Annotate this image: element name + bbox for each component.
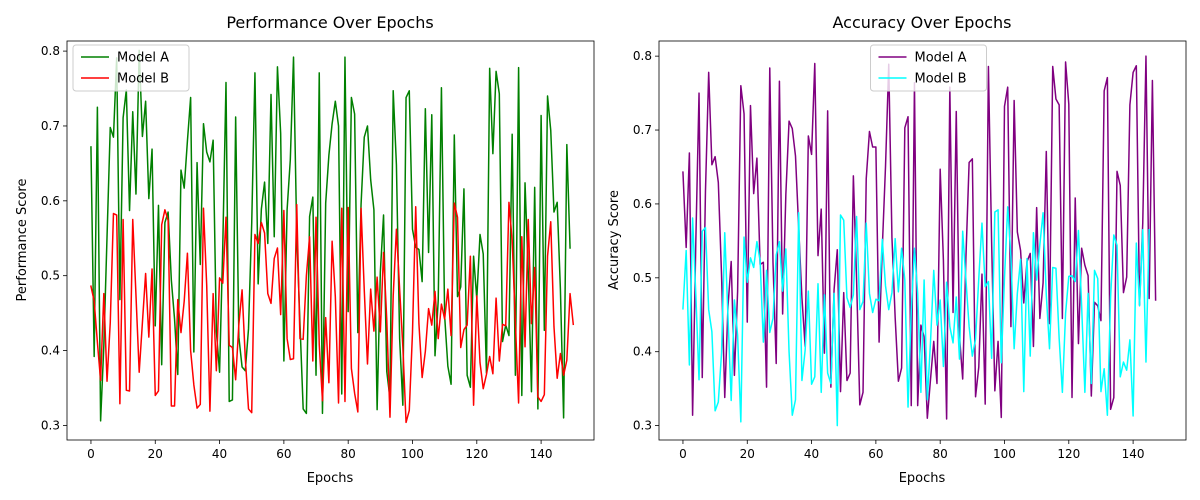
y-tick-label: 0.7 bbox=[41, 119, 60, 133]
x-tick-label: 0 bbox=[87, 447, 95, 461]
series-line-model-b bbox=[90, 201, 575, 424]
x-tick-label: 40 bbox=[804, 447, 819, 461]
chart-title: Performance Over Epochs bbox=[226, 13, 433, 32]
y-axis-label: Performance Score bbox=[15, 179, 30, 302]
x-tick-label: 20 bbox=[740, 447, 755, 461]
axes-frame bbox=[658, 40, 1187, 441]
y-tick-label: 0.4 bbox=[633, 345, 652, 359]
y-tick-label: 0.8 bbox=[633, 49, 652, 63]
series-lines bbox=[90, 49, 575, 424]
y-tick-label: 0.5 bbox=[633, 271, 652, 285]
x-tick-label: 60 bbox=[276, 447, 291, 461]
x-tick-label: 120 bbox=[465, 447, 488, 461]
y-tick-label: 0.5 bbox=[41, 269, 60, 283]
series-line-model-b bbox=[682, 206, 1150, 427]
x-tick-label: 0 bbox=[679, 447, 687, 461]
axes-frame bbox=[66, 40, 595, 441]
x-tick-label: 80 bbox=[341, 447, 356, 461]
x-tick-label: 40 bbox=[212, 447, 227, 461]
plot-area: 0 20 40 60 80 100 120 140 0.3 0.4 0.5 0.6 0.7 0.8 Mode… bbox=[41, 40, 595, 461]
performance-chart: Performance Over Epochs 0 20 40 60 80 100 120 1… bbox=[15, 13, 595, 486]
y-tick-label: 0.7 bbox=[633, 123, 652, 137]
legend-entry: Model B bbox=[117, 72, 169, 87]
series-line-model-a bbox=[90, 49, 571, 422]
y-axis-label: Accuracy Score bbox=[607, 190, 622, 290]
y-tick-label: 0.6 bbox=[633, 197, 652, 211]
x-axis-label: Epochs bbox=[899, 471, 946, 486]
plot-area: 0 20 40 60 80 100 120 140 0.3 0.4 0.5 0.6 0.7 0.8 Mode… bbox=[633, 40, 1187, 461]
x-tick-label: 100 bbox=[993, 447, 1016, 461]
x-tick-label: 80 bbox=[933, 447, 948, 461]
x-tick-label: 100 bbox=[401, 447, 424, 461]
x-tick-label: 60 bbox=[868, 447, 883, 461]
chart-title: Accuracy Over Epochs bbox=[832, 13, 1011, 32]
y-tick-label: 0.8 bbox=[41, 44, 60, 58]
accuracy-chart: Accuracy Over Epochs 0 20 40 60 80 100 120 1400… bbox=[607, 13, 1187, 486]
x-tick-label: 120 bbox=[1057, 447, 1080, 461]
legend-entry: Model A bbox=[915, 51, 967, 66]
y-tick-label: 0.3 bbox=[633, 419, 652, 433]
y-tick-label: 0.3 bbox=[41, 418, 60, 432]
y-tick-label: 0.4 bbox=[41, 344, 60, 358]
legend-entry: Model A bbox=[117, 51, 169, 66]
series-lines bbox=[682, 55, 1157, 427]
legend-entry: Model B bbox=[915, 72, 967, 87]
legend: Model A Model B bbox=[72, 44, 190, 92]
x-tick-label: 20 bbox=[148, 447, 163, 461]
y-tick-label: 0.6 bbox=[41, 194, 60, 208]
x-tick-label: 140 bbox=[1122, 447, 1145, 461]
x-axis-label: Epochs bbox=[307, 471, 354, 486]
legend: Model A Model B bbox=[870, 44, 987, 92]
x-tick-label: 140 bbox=[530, 447, 553, 461]
